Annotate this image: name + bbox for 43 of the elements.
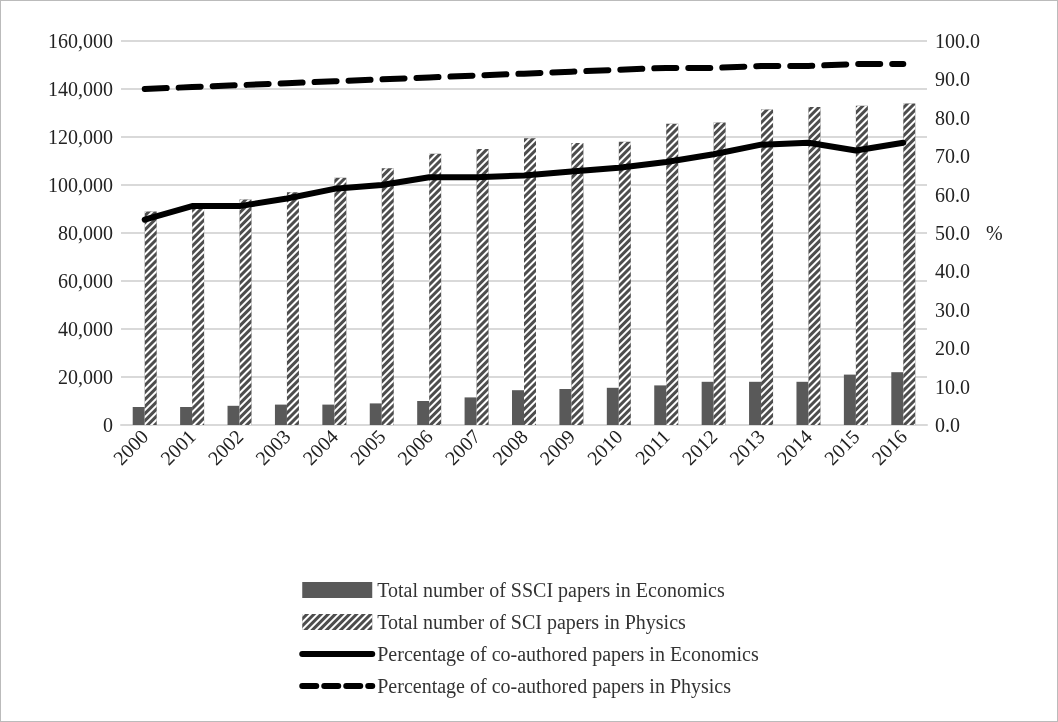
- bar: [512, 390, 524, 425]
- y-tick-label: 80,000: [58, 222, 113, 244]
- y2-tick-label: 50.0: [935, 222, 970, 244]
- y-tick-label: 40,000: [58, 318, 113, 340]
- y2-tick-label: 60.0: [935, 183, 970, 206]
- bar: [654, 385, 667, 425]
- legend-label: Total number of SSCI papers in Economics: [377, 579, 725, 602]
- bar: [227, 405, 240, 425]
- y-tick-label: 60,000: [58, 270, 113, 292]
- bar: [322, 404, 335, 425]
- bar: [464, 397, 477, 425]
- y-tick-label: 100,000: [48, 174, 113, 196]
- y-tick-label: 20,000: [58, 366, 113, 388]
- bar: [180, 407, 193, 425]
- bar: [843, 374, 856, 425]
- y2-tick-label: 70.0: [935, 145, 970, 168]
- bar: [606, 387, 619, 425]
- x-tick-label: 2011: [630, 425, 675, 469]
- bar: [132, 407, 145, 425]
- y-tick-label: 140,000: [48, 78, 113, 100]
- legend-label: Percentage of co-authored papers in Economics: [377, 643, 759, 666]
- y2-tick-label: 90.0: [935, 68, 970, 91]
- y-tick-label: 120,000: [48, 126, 113, 148]
- bar: [417, 401, 430, 425]
- bar: [796, 381, 809, 425]
- y-tick-label: 0: [103, 414, 113, 436]
- bar: [701, 381, 714, 425]
- y2-tick-label: 100.0: [935, 30, 980, 52]
- bar: [559, 389, 572, 425]
- y-tick-label: 160,000: [48, 30, 113, 52]
- bar: [369, 403, 382, 425]
- y2-tick-label: 20.0: [935, 337, 970, 360]
- y2-axis-title: %: [985, 222, 1003, 244]
- y2-tick-label: 30.0: [935, 298, 970, 321]
- y2-tick-label: 0.0: [935, 414, 960, 436]
- legend-label: Percentage of co-authored papers in Physics: [377, 675, 732, 698]
- legend-label: Total number of SCI papers in Physics: [377, 611, 687, 634]
- y2-tick-label: 10.0: [935, 375, 970, 398]
- bar: [749, 381, 762, 425]
- bar: [891, 372, 904, 425]
- y2-tick-label: 80.0: [935, 106, 970, 129]
- bar: [274, 404, 287, 425]
- y2-tick-label: 40.0: [935, 260, 970, 283]
